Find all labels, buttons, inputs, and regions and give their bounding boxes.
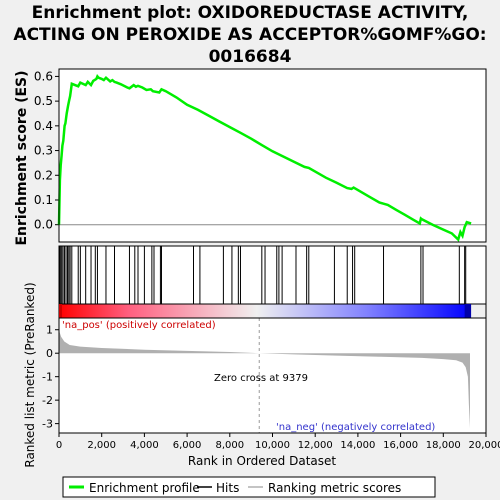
metric-x-tick-label: 16,000 [383,440,418,451]
es-y-tick-label: 0.5 [34,94,53,108]
hits-panel [58,245,487,305]
es-y-tick-label: 0.6 [34,69,53,83]
metric-y-axis-label: Ranked list metric (PreRanked) [23,282,37,467]
zero-cross-label: Zero cross at 9379 [214,373,308,384]
es-y-axis-label: Enrichment score (ES) [14,70,30,245]
legend-label-hits: Hits [216,481,239,495]
metric-y-tick-label: -3 [42,418,53,431]
metric-y-tick-label: 0 [46,347,53,360]
gradient-bar-pos-end [59,304,62,318]
pos-correlated-label: 'na_pos' (positively correlated) [62,320,216,331]
metric-plot-area [59,318,486,433]
legend-label-enrichment-profile: Enrichment profile [89,481,200,495]
metric-x-tick-label: 14,000 [340,440,375,451]
es-y-tick-label: 0.4 [34,119,53,133]
legend-label-ranking-metric-scores: Ranking metric scores [268,481,401,495]
metric-x-axis: 0 2,000 4,000 6,000 8,000 10,000 12,000 14,000 1… [56,433,500,451]
legend: Enrichment profile Hits Ranking metric s… [62,476,436,498]
metric-x-tick-label: 12,000 [298,440,333,451]
chart-title-line-3: 0016684 [209,47,292,67]
es-y-tick-label: 0.1 [34,193,53,207]
metric-x-tick-label: 4,000 [130,440,159,451]
chart-title-line-2: ACTING ON PEROXIDE AS ACCEPTOR%GOMF%GO: [13,25,486,45]
metric-y-axis: -3 -2 -1 0 1 [42,324,59,431]
metric-x-axis-label: Rank in Ordered Dataset [188,454,336,468]
es-plot-frame [58,68,487,243]
hits-plot-area [59,246,486,304]
chart-title: Enrichment plot: OXIDOREDUCTASE ACTIVITY… [13,3,486,67]
metric-x-tick-label: 18,000 [426,440,461,451]
es-plot-area [59,69,486,242]
metric-x-tick-label: 20,000 [469,440,500,451]
es-y-tick-label: 0.2 [34,168,53,182]
hit-lines [59,246,467,304]
es-series-line [57,74,472,242]
metric-x-tick-label: 8,000 [215,440,244,451]
metric-x-tick-label: 2,000 [87,440,116,451]
gradient-bar-panel [58,303,487,319]
es-y-axis: 0.0 0.1 0.2 0.3 0.4 0.5 0.6 [34,69,59,232]
es-y-tick-label: 0.0 [34,218,53,232]
chart-title-line-1: Enrichment plot: OXIDOREDUCTASE ACTIVITY… [32,3,469,23]
rank-gradient-bar [59,304,472,318]
metric-y-tick-label: -2 [42,394,53,407]
metric-x-tick-label: 6,000 [173,440,202,451]
neg-correlated-label: 'na_neg' (negatively correlated) [276,422,435,433]
metric-y-tick-label: -1 [42,371,53,384]
metric-panel: -3 -2 -1 0 1 0 2,000 4,000 6,000 8,000 10,000 12,0… [23,282,500,468]
es-y-tick-label: 0.3 [34,144,53,158]
es-panel: 0.0 0.1 0.2 0.3 0.4 0.5 0.6 Enrichment score (… [14,68,487,246]
gradient-bar-neg-end [464,304,472,318]
metric-x-tick-label: 0 [56,440,62,451]
metric-plot-frame [58,317,487,434]
metric-x-tick-label: 10,000 [255,440,290,451]
metric-y-tick-label: 1 [46,324,53,337]
